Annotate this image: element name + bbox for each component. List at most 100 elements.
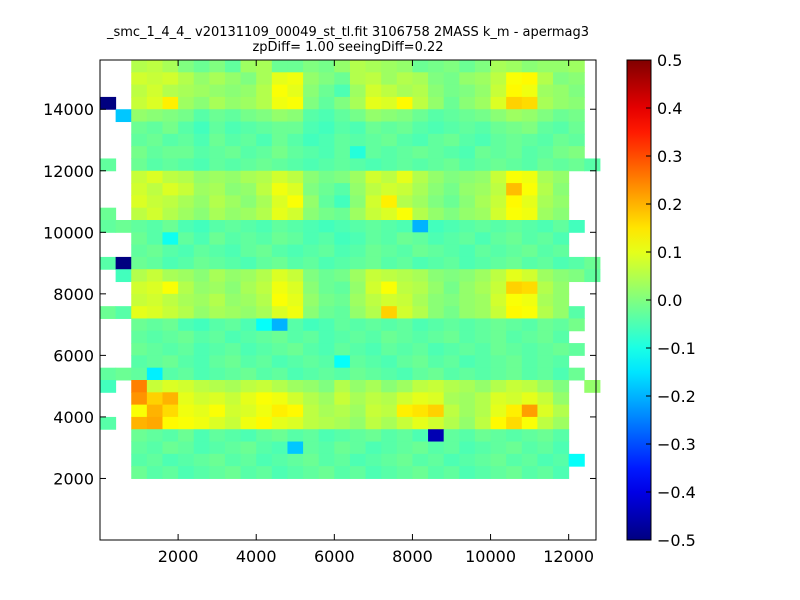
heatmap-cell: [349, 256, 367, 270]
heatmap-cell: [271, 195, 288, 209]
heatmap-cell: [396, 84, 413, 98]
heatmap-cell: [553, 146, 570, 159]
heatmap-cell: [490, 453, 507, 467]
heatmap-cell: [146, 392, 163, 406]
heatmap-cell: [115, 256, 132, 270]
heatmap-cell: [381, 195, 398, 209]
heatmap-cell: [209, 183, 226, 196]
heatmap-cell: [349, 121, 367, 135]
heatmap-cell: [240, 146, 257, 159]
heatmap-cell: [271, 109, 288, 123]
heatmap-cell: [365, 158, 382, 172]
heatmap-cell: [240, 355, 257, 369]
heatmap-cell: [428, 293, 445, 307]
heatmap-cell: [146, 281, 163, 295]
heatmap-cell: [459, 269, 476, 283]
heatmap-cell: [240, 72, 257, 86]
heatmap-cell: [537, 367, 554, 381]
heatmap-cell: [490, 96, 507, 110]
heatmap-cell: [459, 380, 476, 393]
heatmap-cell: [146, 306, 163, 319]
heatmap-cell: [474, 133, 492, 147]
heatmap-cell: [256, 392, 273, 406]
heatmap-cell: [412, 416, 429, 430]
heatmap-cell: [506, 380, 523, 393]
heatmap-cell: [318, 453, 335, 467]
heatmap-cell: [193, 109, 210, 123]
heatmap-cell: [318, 466, 335, 479]
heatmap-cell: [365, 60, 382, 73]
heatmap-cell: [490, 232, 507, 246]
heatmap-cell: [146, 195, 163, 209]
heatmap-cell: [428, 72, 445, 86]
heatmap-cell: [521, 306, 538, 319]
heatmap-cell: [256, 207, 273, 221]
heatmap-cell: [256, 281, 273, 295]
heatmap-cell: [100, 256, 117, 270]
colorbar-tick-label: −0.1: [657, 339, 696, 358]
heatmap-cell: [443, 60, 460, 73]
heatmap-cell: [303, 466, 320, 479]
heatmap-cell: [240, 453, 257, 467]
heatmap-cell: [209, 306, 226, 319]
heatmap-cell: [146, 343, 163, 356]
heatmap-cell: [521, 330, 538, 344]
heatmap-cell: [443, 318, 460, 332]
heatmap-cell: [396, 343, 413, 356]
heatmap-cell: [178, 109, 195, 123]
heatmap-cell: [506, 343, 523, 356]
heatmap-cell: [506, 133, 523, 147]
heatmap-cell: [287, 96, 304, 110]
heatmap-cell: [365, 330, 382, 344]
plot-frame: [99, 59, 597, 541]
heatmap-cell: [381, 343, 398, 356]
heatmap-cell: [240, 60, 257, 73]
heatmap-cell: [537, 72, 554, 86]
heatmap-cell: [490, 306, 507, 319]
heatmap-cell: [271, 441, 288, 455]
heatmap-cell: [131, 170, 148, 184]
heatmap-cell: [521, 318, 538, 332]
heatmap-cell: [287, 244, 304, 258]
heatmap-cell: [146, 441, 163, 455]
heatmap-cell: [334, 195, 351, 209]
heatmap-cell: [240, 133, 257, 147]
heatmap-cell: [303, 146, 320, 159]
heatmap-cell: [224, 441, 242, 455]
heatmap-cell: [256, 121, 273, 135]
heatmap-cell: [443, 466, 460, 479]
heatmap-cell: [365, 380, 382, 393]
heatmap-cell: [131, 269, 148, 283]
heatmap-cell: [162, 380, 179, 393]
heatmap-cell: [349, 133, 367, 147]
heatmap-cell: [303, 109, 320, 123]
heatmap-cell: [271, 133, 288, 147]
heatmap-cell: [240, 220, 257, 233]
heatmap-cell: [334, 281, 351, 295]
heatmap-cell: [412, 207, 429, 221]
heatmap-cell: [428, 195, 445, 209]
heatmap-cell: [553, 96, 570, 110]
heatmap-cell: [428, 281, 445, 295]
heatmap-cell: [349, 453, 367, 467]
heatmap-cell: [334, 367, 351, 381]
heatmap-cell: [318, 84, 335, 98]
colorbar-tick-label: 0.5: [657, 51, 682, 70]
heatmap-cell: [334, 183, 351, 196]
heatmap-cell: [287, 183, 304, 196]
heatmap-cell: [396, 121, 413, 135]
heatmap-cell: [474, 453, 492, 467]
heatmap-cell: [443, 380, 460, 393]
heatmap-cell: [506, 96, 523, 110]
heatmap-cell: [303, 453, 320, 467]
heatmap-cell: [209, 72, 226, 86]
colorbar-tick-label: 0.3: [657, 147, 682, 166]
heatmap-cell: [459, 367, 476, 381]
heatmap-cell: [209, 343, 226, 356]
heatmap-cell: [334, 170, 351, 184]
heatmap-cell: [131, 453, 148, 467]
heatmap-cell: [521, 429, 538, 443]
heatmap-cell: [459, 416, 476, 430]
heatmap-cell: [318, 183, 335, 196]
heatmap-cell: [428, 269, 445, 283]
